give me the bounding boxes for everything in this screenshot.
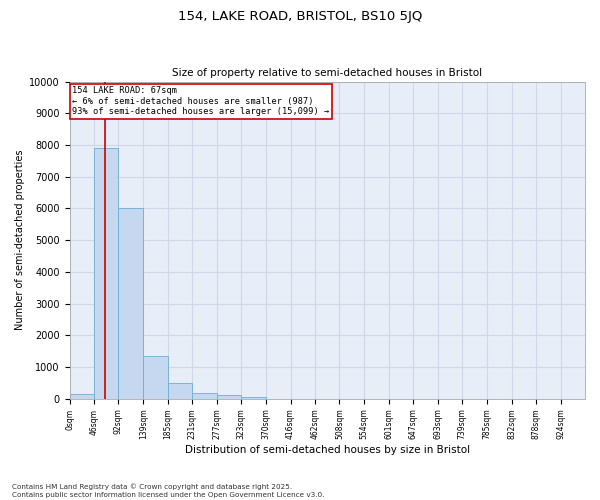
Text: 154, LAKE ROAD, BRISTOL, BS10 5JQ: 154, LAKE ROAD, BRISTOL, BS10 5JQ xyxy=(178,10,422,23)
Text: Contains HM Land Registry data © Crown copyright and database right 2025.
Contai: Contains HM Land Registry data © Crown c… xyxy=(12,484,325,498)
Bar xyxy=(118,208,143,399)
Bar xyxy=(94,148,118,399)
Bar xyxy=(70,394,94,399)
Text: 154 LAKE ROAD: 67sqm
← 6% of semi-detached houses are smaller (987)
93% of semi-: 154 LAKE ROAD: 67sqm ← 6% of semi-detach… xyxy=(72,86,329,116)
Y-axis label: Number of semi-detached properties: Number of semi-detached properties xyxy=(15,150,25,330)
Bar xyxy=(143,356,168,399)
Bar xyxy=(241,397,266,399)
Bar xyxy=(168,383,192,399)
X-axis label: Distribution of semi-detached houses by size in Bristol: Distribution of semi-detached houses by … xyxy=(185,445,470,455)
Bar xyxy=(217,394,241,399)
Title: Size of property relative to semi-detached houses in Bristol: Size of property relative to semi-detach… xyxy=(172,68,482,78)
Bar xyxy=(192,392,217,399)
